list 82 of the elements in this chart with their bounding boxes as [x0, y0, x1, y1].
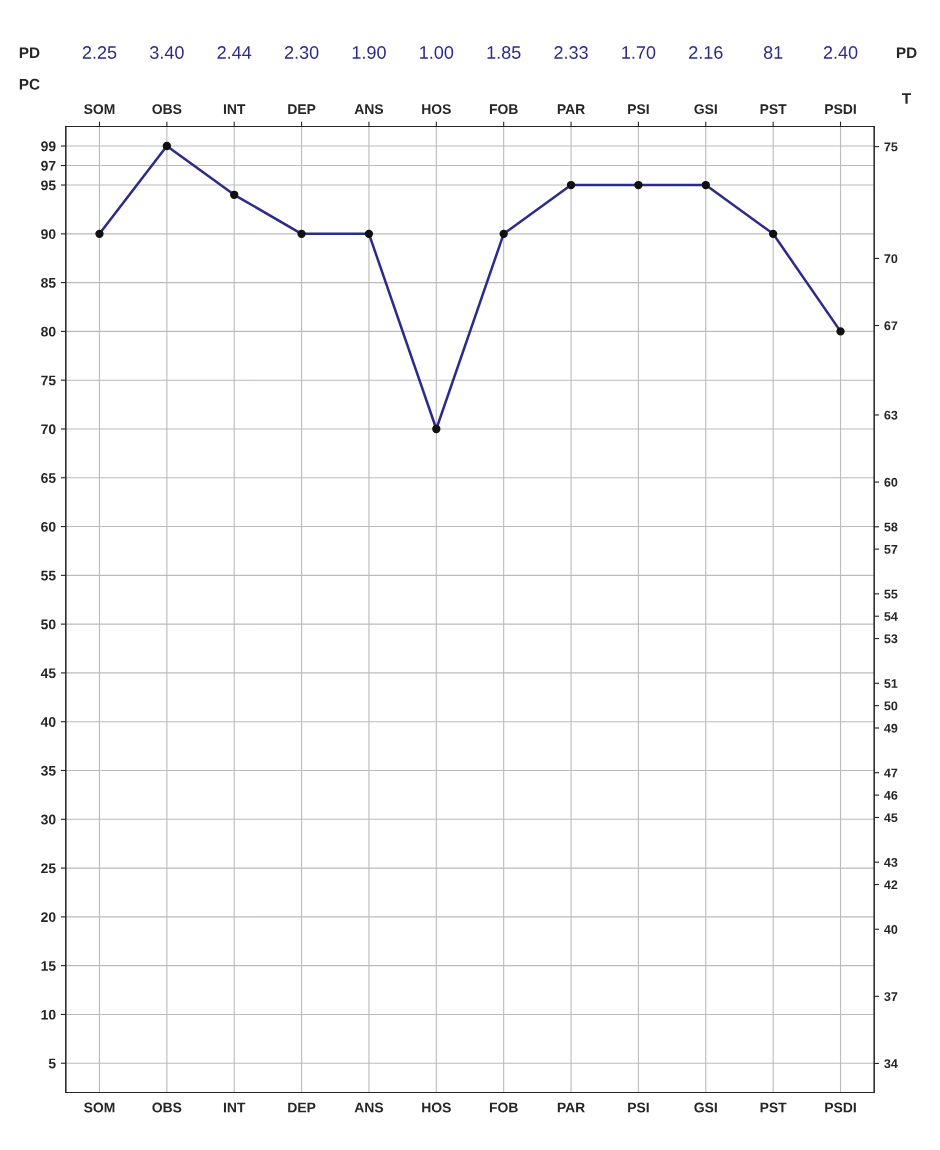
y2-tick-label: 46 [884, 790, 898, 800]
text: 2.25 [82, 46, 117, 59]
y2-tick-label: 45 [884, 813, 898, 823]
y-tick-label: 97 [41, 160, 56, 171]
y2-tick-label: 55 [884, 589, 898, 599]
y-tick-label: 60 [41, 521, 56, 532]
y2-tick-label: 54 [884, 612, 898, 621]
y-tick-label: 90 [41, 229, 56, 239]
y2-tick-label: 34 [884, 1059, 898, 1069]
y-tick-label: 45 [40, 668, 56, 679]
y-tick-label: 85 [41, 277, 56, 288]
y-tick-label: 80 [41, 326, 56, 337]
y-tick-label: 70 [41, 424, 56, 435]
y-tick-label: 15 [41, 961, 56, 971]
y2-axis-title: T [902, 93, 912, 104]
y-axis-title: PC [19, 78, 40, 90]
category-label: PSI [628, 104, 649, 115]
y2-tick-label: 58 [884, 522, 898, 532]
text: 2.33 [554, 46, 588, 59]
x-tick-label: OBS [152, 1102, 182, 1113]
x-tick-label: DEP [288, 1102, 316, 1113]
text: 81 [763, 46, 783, 59]
y2-tick-label: 49 [884, 723, 898, 733]
y-tick-label: 50 [41, 619, 56, 630]
x-tick-label: PSDI [825, 1102, 856, 1113]
text: 1.70 [622, 46, 656, 59]
x-tick-label: GSI [694, 1102, 717, 1113]
y2-tick-label: 42 [884, 880, 898, 890]
text: 1.85 [487, 46, 521, 59]
y2-tick-label: 60 [884, 477, 898, 487]
y2-tick-label: 67 [884, 321, 898, 331]
y-tick-label: 75 [41, 375, 56, 386]
category-label: SOM [84, 104, 115, 115]
y-tick-label: 40 [40, 717, 56, 727]
y-tick-label: 25 [41, 863, 56, 874]
x-tick-label: PST [760, 1102, 787, 1113]
y2-tick-label: 53 [884, 634, 898, 644]
category-label: DEP [288, 104, 316, 114]
x-tick-label: PSI [628, 1102, 649, 1113]
y2-tick-label: 63 [884, 410, 898, 420]
y-tick-label: 20 [41, 912, 56, 923]
text: 2.44 [217, 46, 252, 59]
category-label: PSDI [825, 104, 856, 115]
text: 1.00 [420, 46, 454, 59]
x-tick-label: SOM [84, 1102, 115, 1113]
y-tick-label: 5 [48, 1058, 56, 1069]
y-tick-label: 55 [41, 570, 56, 581]
category-label: PST [760, 104, 787, 115]
x-tick-label: ANS [354, 1102, 384, 1113]
y2-tick-label: 37 [884, 992, 898, 1002]
text: 1.90 [352, 46, 386, 59]
category-label: HOS [422, 104, 451, 115]
text: PD [19, 47, 40, 58]
y-tick-label: 65 [41, 473, 56, 483]
y2-tick-label: 43 [884, 857, 898, 867]
y2-tick-label: 47 [884, 768, 898, 778]
y-tick-label: 99 [41, 141, 56, 152]
y2-tick-label: 50 [884, 701, 898, 711]
category-label: GSI [694, 104, 717, 115]
y-tick-label: 30 [40, 814, 56, 825]
category-label: FOB [489, 104, 518, 115]
y-tick-label: 10 [41, 1009, 56, 1020]
x-tick-label: INT [223, 1102, 246, 1113]
category-label: INT [223, 104, 246, 114]
y-tick-label: 35 [40, 765, 56, 776]
text: PD [896, 47, 917, 58]
y-tick-label: 95 [41, 180, 56, 191]
y2-tick-label: 40 [884, 925, 898, 934]
x-tick-label: PAR [557, 1102, 585, 1113]
text: 2.40 [823, 46, 858, 59]
y2-tick-label: 57 [884, 545, 898, 554]
category-label: PAR [557, 104, 585, 114]
category-label: ANS [354, 104, 384, 115]
x-tick-label: FOB [489, 1102, 518, 1113]
text: 2.16 [689, 46, 723, 59]
text: 3.40 [149, 46, 184, 59]
y2-tick-label: 75 [884, 142, 898, 152]
text: 2.30 [284, 46, 319, 59]
category-label: OBS [152, 104, 182, 115]
x-tick-label: HOS [422, 1102, 451, 1113]
y2-tick-label: 51 [884, 679, 898, 688]
y2-tick-label: 70 [884, 254, 898, 264]
